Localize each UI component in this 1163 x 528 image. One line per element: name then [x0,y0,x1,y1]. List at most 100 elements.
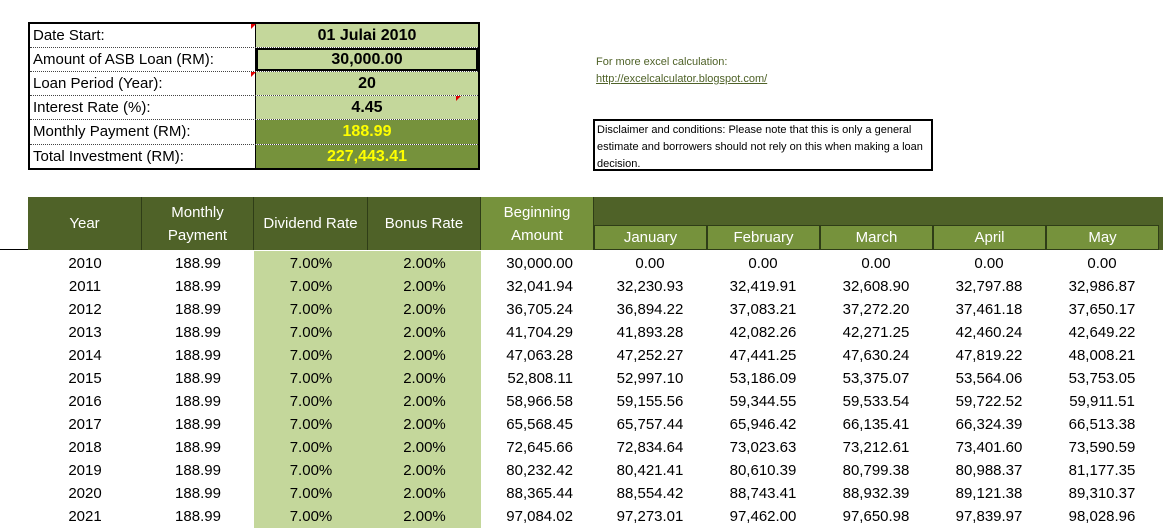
beginning-amount-cell[interactable]: 32,041.94 [506,278,573,295]
year-cell[interactable]: 2018 [68,439,102,456]
dividend-rate-cell[interactable]: 7.00% [289,462,333,479]
monthly-payment-cell[interactable]: 188.99 [175,255,221,272]
header-february[interactable]: February [707,225,820,250]
march-amount-cell[interactable]: 66,135.41 [842,416,910,433]
dividend-rate-cell[interactable]: 7.00% [289,393,333,410]
january-amount-cell[interactable]: 80,421.41 [616,462,684,479]
may-amount-cell[interactable]: 73,590.59 [1068,439,1136,456]
january-amount-cell[interactable]: 52,997.10 [616,370,684,387]
dividend-rate-cell[interactable]: 7.00% [289,370,333,387]
monthly-payment-cell[interactable]: 188.99 [175,485,221,502]
may-amount-cell[interactable]: 89,310.37 [1068,485,1136,502]
interest-rate-cell[interactable]: 4.45 [256,96,478,119]
february-amount-cell[interactable]: 32,419.91 [729,278,797,295]
year-cell[interactable]: 2012 [68,301,102,318]
april-amount-cell[interactable]: 97,839.97 [955,508,1023,525]
dividend-rate-cell[interactable]: 7.00% [289,278,333,295]
march-amount-cell[interactable]: 73,212.61 [842,439,910,456]
april-amount-cell[interactable]: 47,819.22 [955,347,1023,364]
february-amount-cell[interactable]: 37,083.21 [729,301,797,318]
monthly-payment-cell[interactable]: 188.99 [175,508,221,525]
beginning-amount-cell[interactable]: 52,808.11 [507,370,573,387]
blog-link[interactable]: http://excelcalculator.blogspot.com/ [596,73,768,85]
beginning-amount-cell[interactable]: 88,365.44 [506,485,573,502]
bonus-rate-cell[interactable]: 2.00% [403,393,446,410]
may-amount-cell[interactable]: 81,177.35 [1068,462,1136,479]
dividend-rate-cell[interactable]: 7.00% [289,301,333,318]
february-amount-cell[interactable]: 80,610.39 [729,462,797,479]
beginning-amount-cell[interactable]: 80,232.42 [506,462,573,479]
dividend-rate-cell[interactable]: 7.00% [289,485,333,502]
may-amount-cell[interactable]: 66,513.38 [1068,416,1136,433]
year-cell[interactable]: 2021 [68,508,102,525]
april-amount-cell[interactable]: 89,121.38 [955,485,1023,502]
dividend-rate-cell[interactable]: 7.00% [289,416,333,433]
bonus-rate-cell[interactable]: 2.00% [403,255,446,272]
bonus-rate-cell[interactable]: 2.00% [403,370,446,387]
may-amount-cell[interactable]: 32,986.87 [1068,278,1136,295]
february-amount-cell[interactable]: 59,344.55 [729,393,797,410]
may-amount-cell[interactable]: 59,911.51 [1069,393,1135,410]
beginning-amount-cell[interactable]: 41,704.29 [506,324,573,341]
dividend-rate-cell[interactable]: 7.00% [289,255,333,272]
april-amount-cell[interactable]: 42,460.24 [955,324,1023,341]
dividend-rate-cell[interactable]: 7.00% [289,324,333,341]
header-january[interactable]: January [594,225,707,250]
header-year[interactable]: Year [28,197,142,250]
header-may[interactable]: May [1046,225,1159,250]
total-investment-cell[interactable]: 227,443.41 [256,145,478,168]
header-bonus-rate[interactable]: Bonus Rate [368,197,481,250]
year-cell[interactable]: 2015 [68,370,102,387]
year-cell[interactable]: 2020 [68,485,102,502]
bonus-rate-cell[interactable]: 2.00% [403,301,446,318]
march-amount-cell[interactable]: 37,272.20 [842,301,910,318]
february-amount-cell[interactable]: 88,743.41 [729,485,797,502]
beginning-amount-cell[interactable]: 30,000.00 [506,255,573,272]
year-cell[interactable]: 2014 [68,347,102,364]
bonus-rate-cell[interactable]: 2.00% [403,347,446,364]
march-amount-cell[interactable]: 42,271.25 [842,324,910,341]
beginning-amount-cell[interactable]: 58,966.58 [506,393,573,410]
february-amount-cell[interactable]: 47,441.25 [729,347,797,364]
bonus-rate-cell[interactable]: 2.00% [403,324,446,341]
bonus-rate-cell[interactable]: 2.00% [403,485,446,502]
monthly-payment-cell[interactable]: 188.99 [175,324,221,341]
january-amount-cell[interactable]: 36,894.22 [616,301,684,318]
bonus-rate-cell[interactable]: 2.00% [403,416,446,433]
year-cell[interactable]: 2013 [68,324,102,341]
monthly-payment-cell[interactable]: 188.99 [175,462,221,479]
bonus-rate-cell[interactable]: 2.00% [403,508,446,525]
monthly-payment-cell[interactable]: 188.99 [175,439,221,456]
bonus-rate-cell[interactable]: 2.00% [403,462,446,479]
april-amount-cell[interactable]: 0.00 [974,255,1004,272]
monthly-payment-cell[interactable]: 188.99 [175,370,221,387]
march-amount-cell[interactable]: 53,375.07 [842,370,910,387]
may-amount-cell[interactable]: 0.00 [1087,255,1117,272]
dividend-rate-cell[interactable]: 7.00% [289,347,333,364]
march-amount-cell[interactable]: 88,932.39 [842,485,910,502]
monthly-payment-cell[interactable]: 188.99 [175,393,221,410]
loan-period-cell[interactable]: 20 [256,72,478,95]
dividend-rate-cell[interactable]: 7.00% [289,508,333,525]
march-amount-cell[interactable]: 59,533.54 [842,393,910,410]
may-amount-cell[interactable]: 42,649.22 [1068,324,1136,341]
beginning-amount-cell[interactable]: 97,084.02 [506,508,573,525]
april-amount-cell[interactable]: 66,324.39 [955,416,1023,433]
year-cell[interactable]: 2016 [68,393,102,410]
january-amount-cell[interactable]: 59,155.56 [616,393,684,410]
january-amount-cell[interactable]: 0.00 [635,255,665,272]
monthly-payment-cell[interactable]: 188.99 [175,301,221,318]
february-amount-cell[interactable]: 42,082.26 [729,324,797,341]
january-amount-cell[interactable]: 47,252.27 [616,347,684,364]
march-amount-cell[interactable]: 97,650.98 [842,508,910,525]
may-amount-cell[interactable]: 37,650.17 [1068,301,1136,318]
february-amount-cell[interactable]: 53,186.09 [729,370,797,387]
header-dividend-rate[interactable]: Dividend Rate [254,197,368,250]
january-amount-cell[interactable]: 97,273.01 [616,508,684,525]
beginning-amount-cell[interactable]: 47,063.28 [506,347,573,364]
april-amount-cell[interactable]: 80,988.37 [955,462,1023,479]
year-cell[interactable]: 2010 [68,255,102,272]
header-beginning-amount[interactable]: Beginning Amount [481,197,594,250]
year-cell[interactable]: 2011 [68,278,102,295]
bonus-rate-cell[interactable]: 2.00% [403,278,446,295]
